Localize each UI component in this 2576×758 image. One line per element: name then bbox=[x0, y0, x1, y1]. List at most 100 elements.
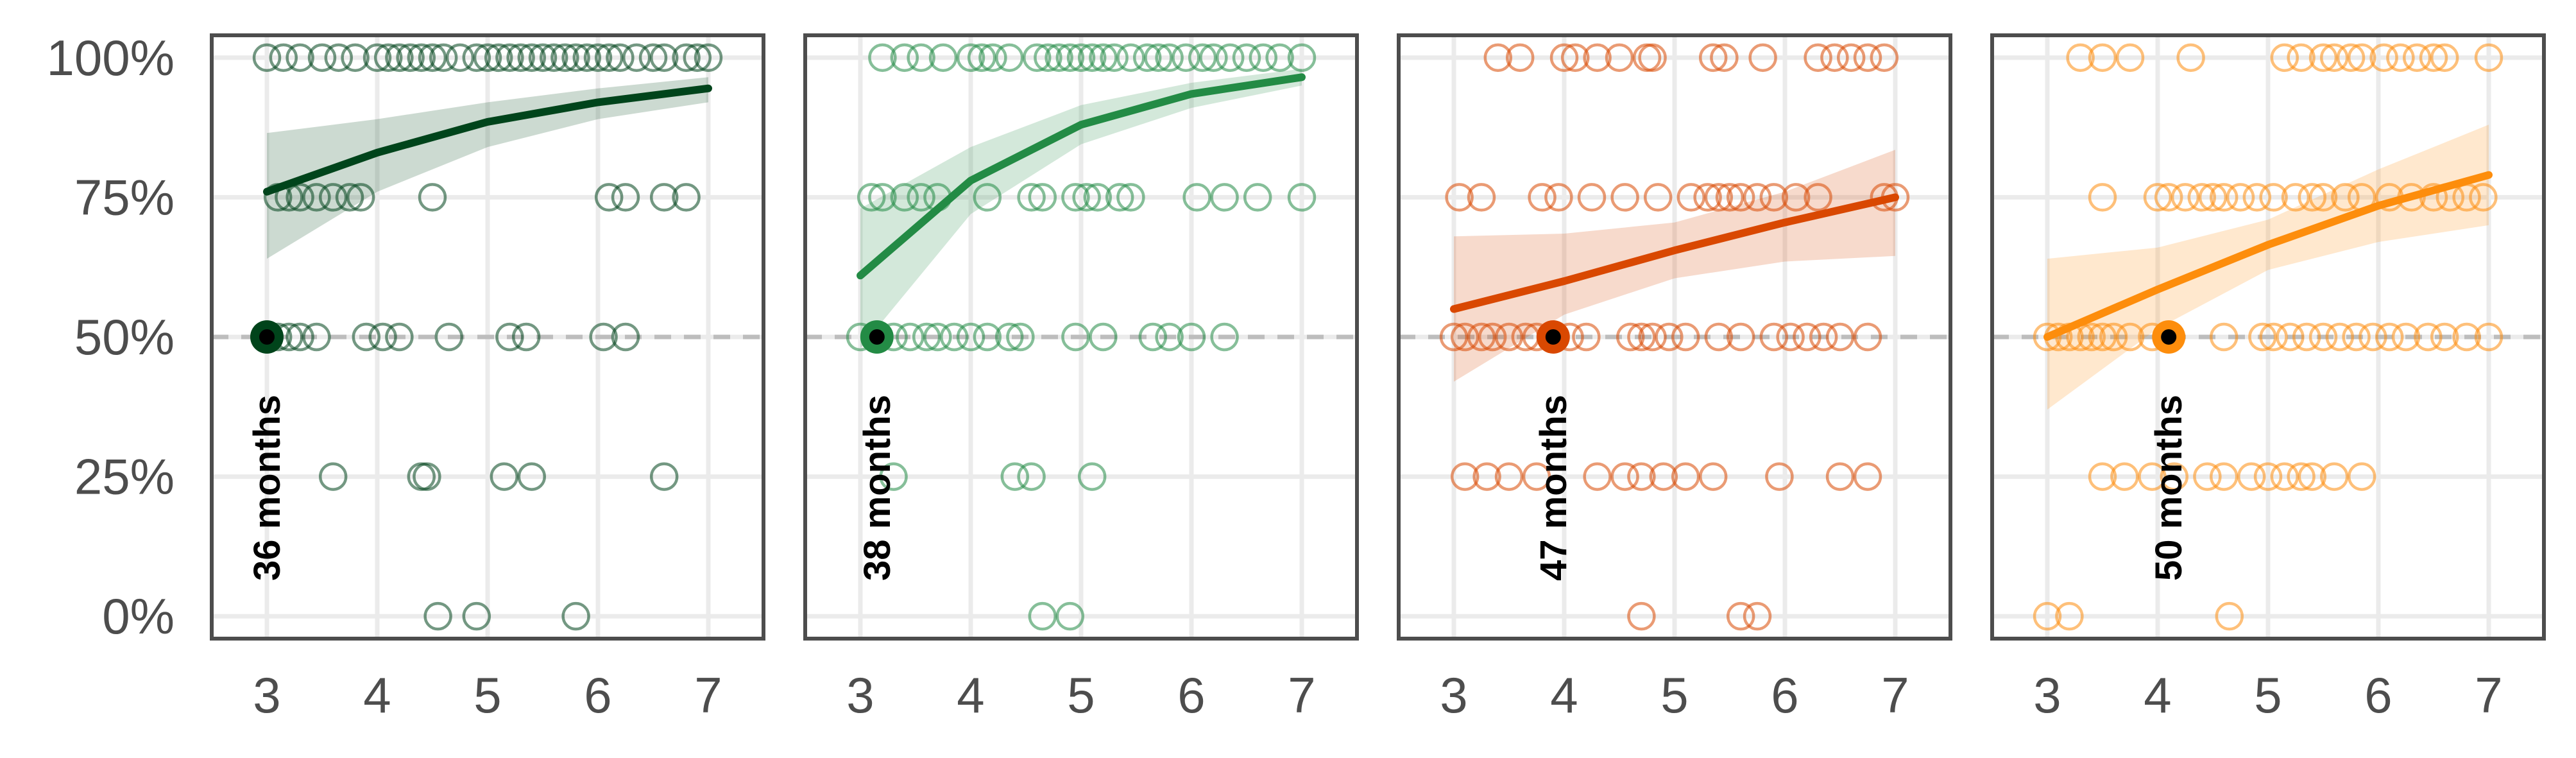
x-tick-label: 7 bbox=[1881, 667, 1909, 723]
data-point bbox=[973, 183, 1002, 212]
data-point bbox=[1177, 322, 1206, 352]
data-point bbox=[594, 183, 624, 212]
data-point bbox=[2226, 183, 2255, 212]
data-point bbox=[324, 43, 354, 73]
data-point bbox=[2055, 601, 2084, 631]
data-point bbox=[2419, 43, 2448, 73]
data-point bbox=[1287, 43, 1317, 73]
milestone-label: 36 months bbox=[246, 395, 288, 581]
data-point bbox=[1265, 43, 1294, 73]
data-point bbox=[1483, 43, 1513, 73]
x-tick-label: 6 bbox=[2364, 667, 2392, 723]
data-point bbox=[1643, 183, 1673, 212]
data-point bbox=[1809, 322, 1838, 352]
data-point bbox=[572, 43, 602, 73]
data-point bbox=[1138, 322, 1168, 352]
data-point bbox=[517, 43, 547, 73]
data-point bbox=[1116, 183, 1145, 212]
data-point bbox=[868, 43, 897, 73]
data-point bbox=[490, 462, 519, 491]
data-point bbox=[2099, 322, 2128, 352]
data-point bbox=[1188, 43, 1217, 73]
data-point bbox=[445, 43, 475, 73]
data-point bbox=[2336, 43, 2366, 73]
data-point bbox=[672, 183, 701, 212]
data-point bbox=[2347, 462, 2376, 491]
data-point bbox=[994, 43, 1024, 73]
data-point bbox=[2176, 43, 2205, 73]
data-point bbox=[1055, 43, 1085, 73]
data-point bbox=[2298, 183, 2327, 212]
data-point bbox=[649, 43, 679, 73]
data-point bbox=[335, 183, 364, 212]
data-point bbox=[1000, 462, 1030, 491]
data-point bbox=[649, 462, 679, 491]
data-point bbox=[561, 601, 590, 631]
data-point bbox=[1627, 601, 1656, 631]
data-point bbox=[2402, 43, 2432, 73]
milestone-marker-dot bbox=[1545, 329, 1561, 345]
data-point bbox=[341, 43, 370, 73]
data-point bbox=[1781, 183, 1811, 212]
x-tick-label: 3 bbox=[846, 667, 874, 723]
data-point bbox=[1089, 43, 1118, 73]
data-point bbox=[1017, 462, 1046, 491]
data-point bbox=[2088, 322, 2117, 352]
data-point bbox=[1287, 183, 1317, 212]
data-point bbox=[1610, 462, 1639, 491]
data-point bbox=[956, 322, 985, 352]
data-point bbox=[2469, 183, 2498, 212]
data-point bbox=[2253, 462, 2283, 491]
data-point bbox=[2358, 322, 2387, 352]
data-point bbox=[1439, 322, 1469, 352]
data-point bbox=[2248, 322, 2277, 352]
data-point bbox=[1089, 322, 1118, 352]
data-point bbox=[318, 462, 348, 491]
data-point bbox=[2430, 43, 2459, 73]
data-point bbox=[1210, 322, 1239, 352]
data-point bbox=[1132, 43, 1162, 73]
data-point bbox=[1028, 183, 1057, 212]
data-point bbox=[868, 183, 897, 212]
data-point bbox=[2270, 43, 2299, 73]
confidence-band bbox=[267, 77, 708, 259]
data-point bbox=[1472, 462, 1501, 491]
data-point bbox=[1006, 322, 1035, 352]
data-point bbox=[2138, 462, 2167, 491]
data-point bbox=[2066, 43, 2095, 73]
data-point bbox=[286, 322, 314, 352]
data-point bbox=[1853, 43, 1882, 73]
x-tick-label: 7 bbox=[694, 667, 722, 723]
panel: 47 months 3 4 5 6 7 bbox=[1397, 33, 1952, 723]
data-point bbox=[1610, 183, 1639, 212]
data-point bbox=[1544, 183, 1573, 212]
data-point bbox=[2171, 183, 2200, 212]
data-point bbox=[2308, 43, 2338, 73]
data-point bbox=[1853, 322, 1882, 352]
data-point bbox=[1820, 43, 1849, 73]
data-point bbox=[606, 43, 635, 73]
data-point bbox=[1726, 322, 1755, 352]
data-point bbox=[1572, 322, 1601, 352]
data-point bbox=[1627, 322, 1656, 352]
data-point bbox=[2088, 43, 2117, 73]
data-point bbox=[1105, 183, 1134, 212]
data-point bbox=[1100, 43, 1129, 73]
data-point bbox=[1804, 43, 1832, 73]
data-point bbox=[1445, 183, 1474, 212]
data-point bbox=[286, 43, 314, 73]
data-point bbox=[2474, 322, 2503, 352]
data-point bbox=[683, 43, 712, 73]
data-point bbox=[1022, 43, 1052, 73]
data-point bbox=[346, 183, 375, 212]
data-point bbox=[1450, 462, 1480, 491]
y-tick-label: 25% bbox=[74, 449, 175, 505]
data-point bbox=[1759, 183, 1789, 212]
data-point bbox=[638, 43, 668, 73]
data-point bbox=[1726, 601, 1755, 631]
data-point bbox=[2331, 183, 2360, 212]
data-point bbox=[484, 43, 513, 73]
confidence-band bbox=[2047, 125, 2489, 410]
milestone-marker-dot bbox=[869, 329, 885, 345]
